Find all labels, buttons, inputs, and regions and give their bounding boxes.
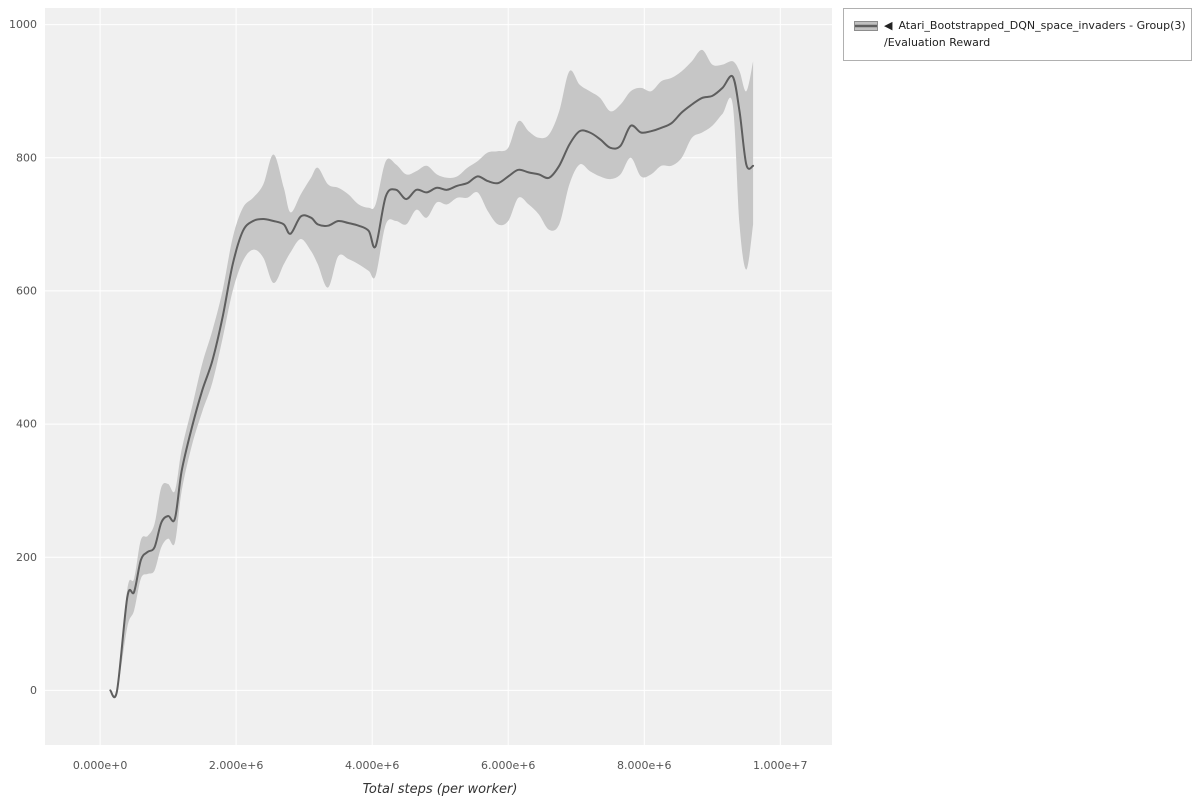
x-tick-label: 8.000e+6 xyxy=(617,759,671,772)
legend-series-name: Atari_Bootstrapped_DQN_space_invaders - … xyxy=(898,19,1186,32)
x-axis-label: Total steps (per worker) xyxy=(362,782,518,797)
legend-metric-name: /Evaluation Reward xyxy=(884,36,991,50)
x-tick-label: 1.000e+7 xyxy=(753,759,807,772)
y-tick-label: 400 xyxy=(16,418,37,431)
confidence-band xyxy=(110,49,754,698)
legend-toggle-icon[interactable]: ◀ xyxy=(884,19,893,32)
x-tick-label: 4.000e+6 xyxy=(345,759,399,772)
series-swatch-icon xyxy=(854,20,878,31)
x-tick-label: 6.000e+6 xyxy=(481,759,535,772)
mean-line xyxy=(109,74,755,699)
y-tick-label: 1000 xyxy=(9,18,37,31)
legend-box: ◀ Atari_Bootstrapped_DQN_space_invaders … xyxy=(843,8,1192,62)
x-tick-label: 2.000e+6 xyxy=(209,759,263,772)
x-tick-label: 0.000e+0 xyxy=(73,759,127,772)
y-tick-label: 0 xyxy=(30,684,37,697)
y-tick-label: 600 xyxy=(16,284,37,297)
legend-item[interactable]: ◀ Atari_Bootstrapped_DQN_space_invaders … xyxy=(854,17,1186,34)
y-tick-label: 200 xyxy=(16,551,37,564)
y-tick-label: 800 xyxy=(16,151,37,164)
